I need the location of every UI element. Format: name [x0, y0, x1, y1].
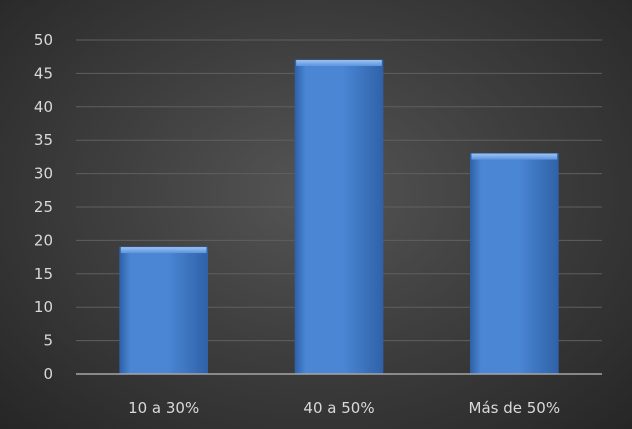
y-tick-label: 30: [34, 165, 53, 183]
bar: [119, 246, 208, 375]
y-tick-label: 40: [34, 98, 53, 116]
x-category-label: Más de 50%: [469, 399, 561, 417]
bar-top-highlight: [296, 60, 382, 67]
y-tick-label: 10: [34, 298, 53, 316]
y-tick-label: 5: [43, 332, 53, 350]
bars: [119, 59, 559, 375]
x-axis-categories: 10 a 30% 40 a 50% Más de 50%: [128, 399, 560, 417]
y-tick-label: 15: [34, 265, 53, 283]
y-tick-label: 45: [34, 64, 53, 82]
y-axis-ticks: 0 5 10 15 20 25 30 35 40 45 50: [34, 31, 53, 383]
bar: [294, 59, 384, 375]
bar-top-highlight: [120, 247, 207, 254]
bar: [470, 153, 559, 375]
x-category-label: 10 a 30%: [128, 399, 199, 417]
y-tick-label: 25: [34, 198, 53, 216]
y-tick-label: 0: [43, 365, 53, 383]
bar-top-highlight: [471, 153, 558, 160]
y-tick-label: 20: [34, 231, 53, 249]
x-category-label: 40 a 50%: [303, 399, 374, 417]
y-tick-label: 35: [34, 131, 53, 149]
y-tick-label: 50: [34, 31, 53, 49]
